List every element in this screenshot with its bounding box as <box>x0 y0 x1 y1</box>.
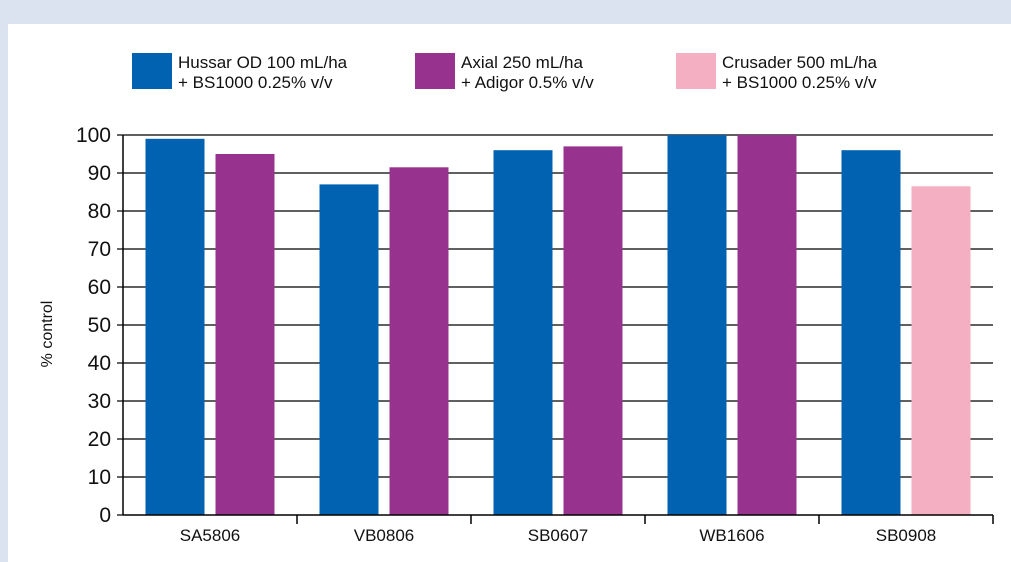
y-tick-label: 0 <box>99 504 111 527</box>
legend-swatch <box>676 53 716 89</box>
x-tick-labels: SA5806 VB0806 SB0607 WB1606 SB0908 <box>180 515 994 545</box>
bar <box>841 150 901 515</box>
y-tick-label: 40 <box>88 352 111 375</box>
x-tick-label: SA5806 <box>180 526 241 545</box>
legend-label: Crusader 500 mL/ha <box>722 53 878 72</box>
y-tick-label: 80 <box>88 200 111 223</box>
x-tick-label: VB0806 <box>354 526 415 545</box>
y-tick-label: 90 <box>88 162 111 185</box>
legend-label: Hussar OD 100 mL/ha <box>178 53 348 72</box>
y-tick-label: 100 <box>76 124 111 147</box>
x-tick-label: WB1606 <box>699 526 764 545</box>
legend-label: + Adigor 0.5% v/v <box>461 73 594 92</box>
y-tick-label: 10 <box>88 466 111 489</box>
y-axis-title: % control <box>39 301 56 368</box>
legend-label: Axial 250 mL/ha <box>461 53 583 72</box>
legend-swatch <box>415 53 455 89</box>
bar <box>667 135 727 515</box>
legend-label: + BS1000 0.25% v/v <box>722 73 877 92</box>
bar <box>911 186 971 516</box>
y-tick-label: 70 <box>88 238 111 261</box>
y-tick-label: 60 <box>88 276 111 299</box>
y-tick-label: 50 <box>88 314 111 337</box>
bar <box>493 150 553 515</box>
y-tick-label: 30 <box>88 390 111 413</box>
bars <box>145 135 971 516</box>
bar <box>319 184 379 515</box>
bar <box>145 138 205 516</box>
legend-swatch <box>132 53 172 89</box>
bar <box>563 146 623 515</box>
bar <box>389 167 449 516</box>
x-tick-label: SB0908 <box>876 526 937 545</box>
bar <box>737 135 797 515</box>
legend: Hussar OD 100 mL/ha+ BS1000 0.25% v/vAxi… <box>132 53 878 92</box>
y-tick-label: 20 <box>88 428 111 451</box>
x-tick-label: SB0607 <box>528 526 589 545</box>
legend-label: + BS1000 0.25% v/v <box>178 73 333 92</box>
y-tick-labels: 0 10 20 30 40 50 60 70 80 90 100 <box>76 124 123 527</box>
bar <box>215 154 275 515</box>
